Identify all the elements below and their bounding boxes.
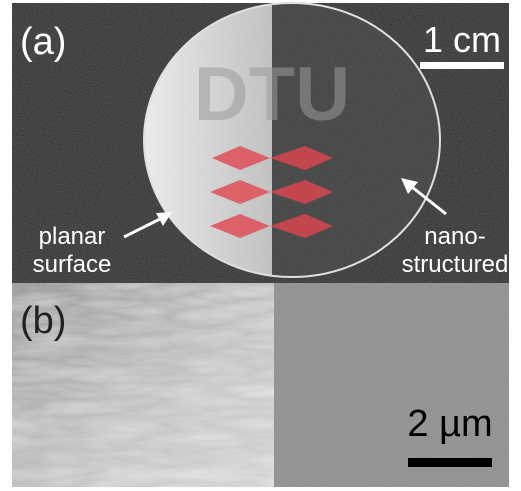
scale-bar [408,458,492,467]
annotation: surface [33,251,112,278]
scale-bar-label: 2 µm [407,403,492,445]
page: DTU (a) 1 cm planar surface nano- struct… [0,0,521,491]
annotation: planar [39,223,106,250]
panel-label: (a) [20,21,66,63]
panel-b: (b) 2 µm [12,283,509,487]
annotation: nano- [424,223,485,250]
panel-a: DTU (a) 1 cm planar surface nano- struct… [12,3,509,283]
sem-nano-texture [274,283,509,487]
logo-text: DTU [194,52,350,137]
figure: DTU (a) 1 cm planar surface nano- struct… [0,0,521,491]
annotation: structured [402,251,509,278]
scale-bar [420,62,504,69]
scale-bar-label: 1 cm [423,19,501,60]
panel-label: (b) [20,300,66,342]
